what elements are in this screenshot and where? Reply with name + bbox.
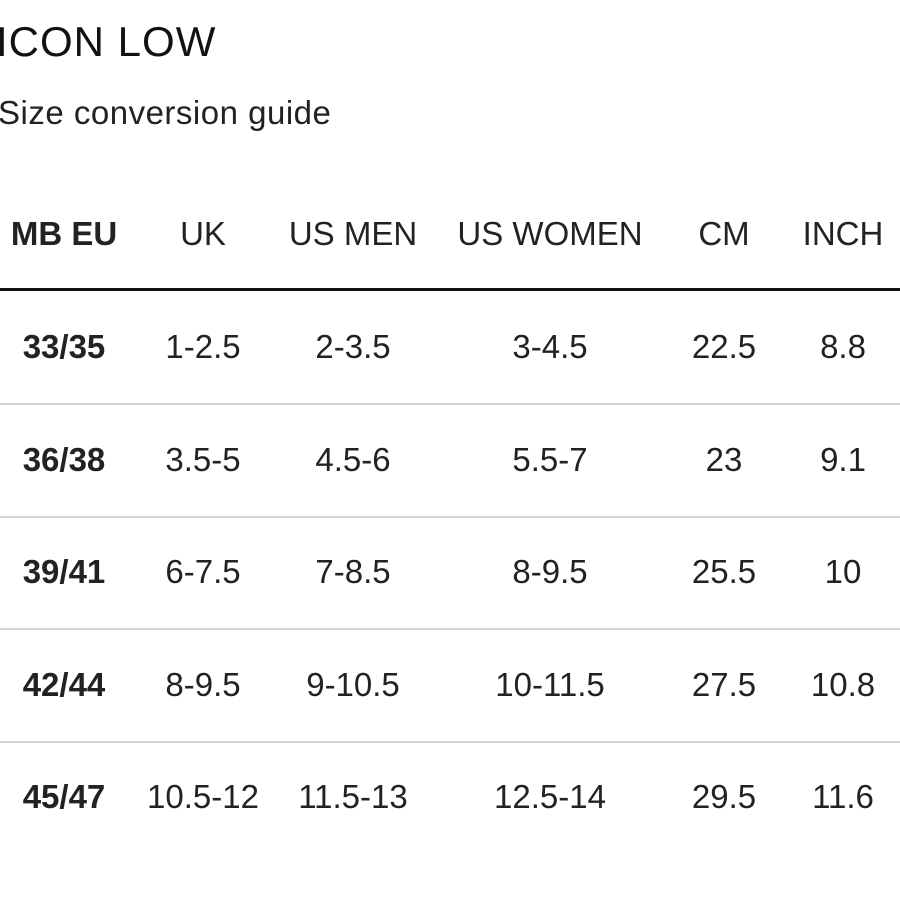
table-cell: 8-9.5 [512, 553, 588, 590]
table-cell: 10 [824, 553, 862, 590]
table-cell: 9.1 [820, 440, 866, 478]
table-cell: 2-3.5 [315, 328, 391, 365]
table-cell: 10.8 [810, 665, 876, 703]
column-header: US MEN [288, 215, 418, 252]
header-rule [0, 288, 900, 291]
row-header: 39/41 [22, 553, 106, 590]
table-cell: 5.5-7 [512, 440, 588, 478]
table-cell: 12.5-14 [494, 778, 606, 815]
row-divider [0, 740, 900, 743]
table-cell: 27.5 [691, 665, 757, 703]
table-cell: 11.6 [812, 778, 874, 815]
page-subtitle: Size conversion guide [0, 94, 332, 131]
row-header: 45/47 [22, 778, 106, 815]
table-cell: 10-11.5 [495, 665, 605, 703]
column-header: INCH [802, 215, 884, 252]
page-title: ICON LOW [0, 18, 217, 65]
table-cell: 4.5-6 [315, 440, 391, 478]
column-header: UK [180, 215, 226, 252]
table-cell: 3.5-5 [165, 440, 241, 478]
table-cell: 8-9.5 [165, 665, 241, 703]
column-header: CM [698, 215, 750, 252]
table-cell: 10.5-12 [147, 778, 259, 815]
table-cell: 6-7.5 [165, 553, 241, 590]
table-cell: 29.5 [691, 778, 757, 815]
row-divider [0, 628, 900, 631]
column-header: US WOMEN [457, 215, 643, 252]
row-header: 42/44 [22, 665, 106, 703]
table-cell: 7-8.5 [315, 553, 391, 590]
row-header: 33/35 [22, 328, 106, 365]
table-cell: 9-10.5 [306, 665, 400, 703]
table-cell: 3-4.5 [512, 328, 588, 365]
table-cell: 11.5-13 [298, 778, 408, 815]
table-cell: 1-2.5 [165, 328, 241, 365]
row-divider [0, 403, 900, 406]
column-header: MB EU [10, 215, 118, 252]
table-cell: 22.5 [691, 328, 757, 365]
row-divider [0, 515, 900, 518]
table-cell: 23 [705, 440, 743, 478]
row-header: 36/38 [22, 440, 106, 478]
table-cell: 8.8 [820, 328, 866, 365]
table-cell: 25.5 [691, 553, 757, 590]
